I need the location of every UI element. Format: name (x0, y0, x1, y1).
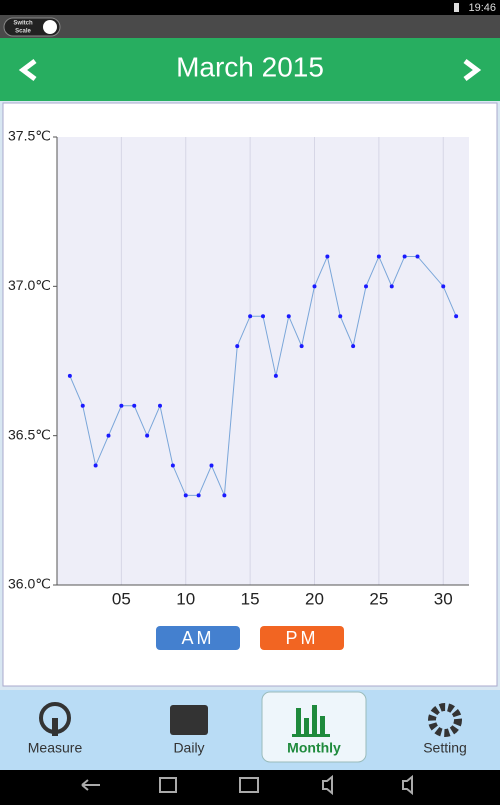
data-point (119, 403, 124, 408)
x-tick-label: 05 (112, 589, 131, 608)
home-icon[interactable] (159, 777, 177, 793)
data-point (158, 403, 162, 408)
y-tick-label: 37.0℃ (8, 277, 51, 293)
data-point (93, 463, 98, 468)
data-point (376, 254, 381, 259)
data-point (402, 254, 407, 259)
data-point (351, 344, 356, 349)
tab-label[interactable]: Setting (423, 740, 467, 756)
tab-bar (0, 690, 500, 770)
clock: 19:46 (468, 2, 496, 14)
monthly-icon (320, 716, 325, 734)
monthly-icon (296, 708, 301, 734)
legend-button[interactable] (260, 626, 344, 650)
data-point (235, 344, 240, 349)
prev-arrow[interactable] (18, 59, 37, 81)
battery-icon (454, 3, 459, 12)
switch-scale-toggle[interactable]: Switch Scale (3, 17, 61, 37)
plot-area (57, 137, 469, 585)
recents-icon[interactable] (239, 777, 259, 793)
volume-icon[interactable] (402, 774, 413, 796)
top-bar (0, 15, 500, 38)
data-point (441, 284, 446, 289)
data-point (67, 373, 72, 378)
tabs: Measure Daily Monthly Setting (28, 740, 467, 756)
data-point (312, 284, 317, 289)
monthly-icon (304, 718, 309, 734)
legend-button-label[interactable]: AM (182, 628, 215, 648)
data-line (69, 254, 457, 496)
chart: 05 10 15 20 25 30 36.0℃ 36.5℃ 37.0℃ 37.5℃ AM PM (8, 128, 469, 650)
data-point (183, 493, 188, 498)
header-title: March 2015 (176, 51, 324, 82)
data-point (325, 254, 330, 259)
legend-button-label[interactable]: PM (286, 628, 319, 648)
x-tick-label: 25 (369, 589, 388, 608)
tab-label[interactable]: Daily (173, 740, 204, 756)
data-point (299, 344, 304, 349)
toggle-knob[interactable] (43, 20, 57, 34)
back-icon[interactable] (81, 779, 100, 791)
data-point (454, 314, 459, 319)
tab-icons (39, 702, 462, 737)
data-point (273, 373, 278, 378)
data-point (338, 314, 343, 319)
next-arrow[interactable] (463, 59, 482, 81)
nav-icons (81, 774, 413, 796)
volume-icon[interactable] (322, 774, 333, 796)
nav-bar (0, 770, 500, 800)
daily-icon (170, 705, 208, 735)
data-point (364, 284, 368, 289)
toggle-label: Scale (15, 29, 31, 35)
monthly-icon (312, 705, 317, 734)
data-point (106, 433, 111, 438)
data-point (80, 403, 85, 408)
x-tick-label: 20 (305, 589, 324, 608)
toggle-label: Switch (13, 21, 33, 27)
header (0, 38, 500, 101)
x-tick-label: 15 (241, 589, 260, 608)
x-tick-label: 30 (434, 589, 453, 608)
data-point (209, 463, 214, 468)
y-tick-label: 37.5℃ (8, 128, 51, 144)
data-point (222, 493, 227, 498)
data-point (248, 314, 253, 319)
data-point (261, 314, 265, 319)
data-point (132, 403, 137, 408)
tab-label[interactable]: Monthly (287, 740, 341, 756)
data-point (145, 433, 150, 438)
data-point (389, 284, 394, 289)
x-tick-label: 10 (176, 589, 195, 608)
status-bar (0, 0, 500, 15)
data-point (170, 463, 175, 468)
data-point (415, 254, 420, 259)
legend-button[interactable] (156, 626, 240, 650)
data-point (286, 314, 291, 319)
tab-label[interactable]: Measure (28, 740, 83, 756)
measure-icon (52, 718, 58, 736)
data-point (196, 493, 201, 498)
monthly-icon (292, 734, 330, 737)
y-tick-label: 36.0℃ (8, 576, 51, 592)
y-tick-label: 36.5℃ (8, 426, 51, 442)
setting-icon (428, 703, 462, 737)
